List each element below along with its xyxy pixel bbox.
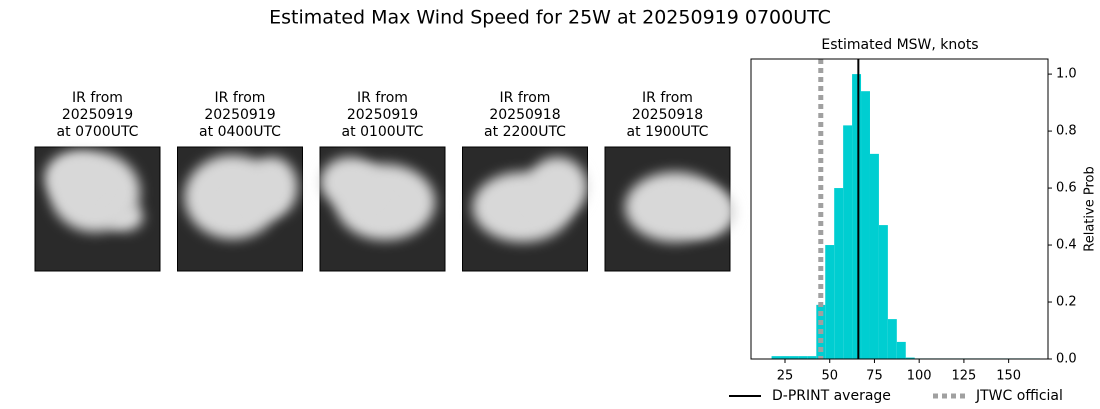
- image-caption: 20250918: [632, 107, 703, 123]
- bar: [789, 356, 799, 359]
- x-tick-label: 150: [996, 369, 1021, 384]
- image-caption: at 1900UTC: [627, 124, 709, 140]
- cloud: [107, 203, 143, 231]
- ir-image: [34, 146, 161, 272]
- bar: [771, 356, 781, 359]
- image-caption: IR from: [357, 90, 408, 106]
- ir-image: [319, 146, 446, 272]
- bar: [905, 357, 915, 359]
- image-caption: IR from: [500, 90, 551, 106]
- bar: [834, 188, 844, 359]
- y-tick-label: 0.0: [1056, 352, 1077, 367]
- figure-title: Estimated Max Wind Speed for 25W at 2025…: [269, 7, 831, 29]
- bar: [869, 153, 879, 359]
- bar: [878, 225, 888, 359]
- x-tick-label: 100: [907, 369, 932, 384]
- y-tick-label: 0.8: [1056, 124, 1077, 139]
- ir-image: [462, 146, 588, 272]
- image-caption: 20250919: [62, 107, 133, 123]
- image-caption: 20250919: [347, 107, 418, 123]
- x-tick-label: 25: [777, 369, 794, 384]
- x-tick-label: 50: [821, 369, 838, 384]
- legend-label: JTWC official: [975, 388, 1063, 404]
- cloud: [320, 157, 380, 207]
- cloud: [45, 152, 105, 202]
- y-tick-label: 0.4: [1056, 238, 1077, 253]
- bar: [780, 356, 790, 359]
- cloud: [527, 157, 588, 217]
- ir-image: [604, 146, 735, 272]
- image-caption: 20250918: [489, 107, 560, 123]
- cloud: [675, 187, 735, 237]
- x-tick-label: 75: [866, 369, 883, 384]
- y-tick-label: 0.2: [1056, 295, 1077, 310]
- y-tick-label: 1.0: [1056, 67, 1077, 82]
- bar: [896, 341, 906, 359]
- bar: [843, 125, 853, 359]
- plot-frame: [750, 58, 1049, 360]
- bars: [771, 74, 1040, 359]
- bar: [807, 356, 817, 359]
- bar: [887, 319, 897, 359]
- x-tick-label: 125: [951, 369, 976, 384]
- image-caption: at 0700UTC: [57, 124, 139, 140]
- image-caption: at 0400UTC: [199, 124, 281, 140]
- ir-image: [177, 146, 303, 272]
- image-caption: IR from: [642, 90, 693, 106]
- cloud: [247, 157, 298, 217]
- cloud: [360, 200, 390, 224]
- legend-label: D-PRINT average: [772, 388, 891, 404]
- bar: [852, 74, 862, 359]
- bar: [825, 245, 835, 359]
- image-caption: 20250919: [204, 107, 275, 123]
- cloud: [225, 197, 246, 217]
- bar: [798, 356, 808, 359]
- y-axis-label: Relative Prob: [1083, 166, 1098, 251]
- y-tick-label: 0.6: [1056, 181, 1077, 196]
- image-caption: IR from: [215, 90, 266, 106]
- bar: [861, 91, 870, 359]
- image-caption: at 2200UTC: [484, 124, 566, 140]
- cloud: [650, 190, 680, 214]
- image-caption: at 0100UTC: [342, 124, 424, 140]
- image-caption: IR from: [72, 90, 123, 106]
- chart-title: Estimated MSW, knots: [821, 37, 978, 53]
- cloud: [499, 193, 536, 225]
